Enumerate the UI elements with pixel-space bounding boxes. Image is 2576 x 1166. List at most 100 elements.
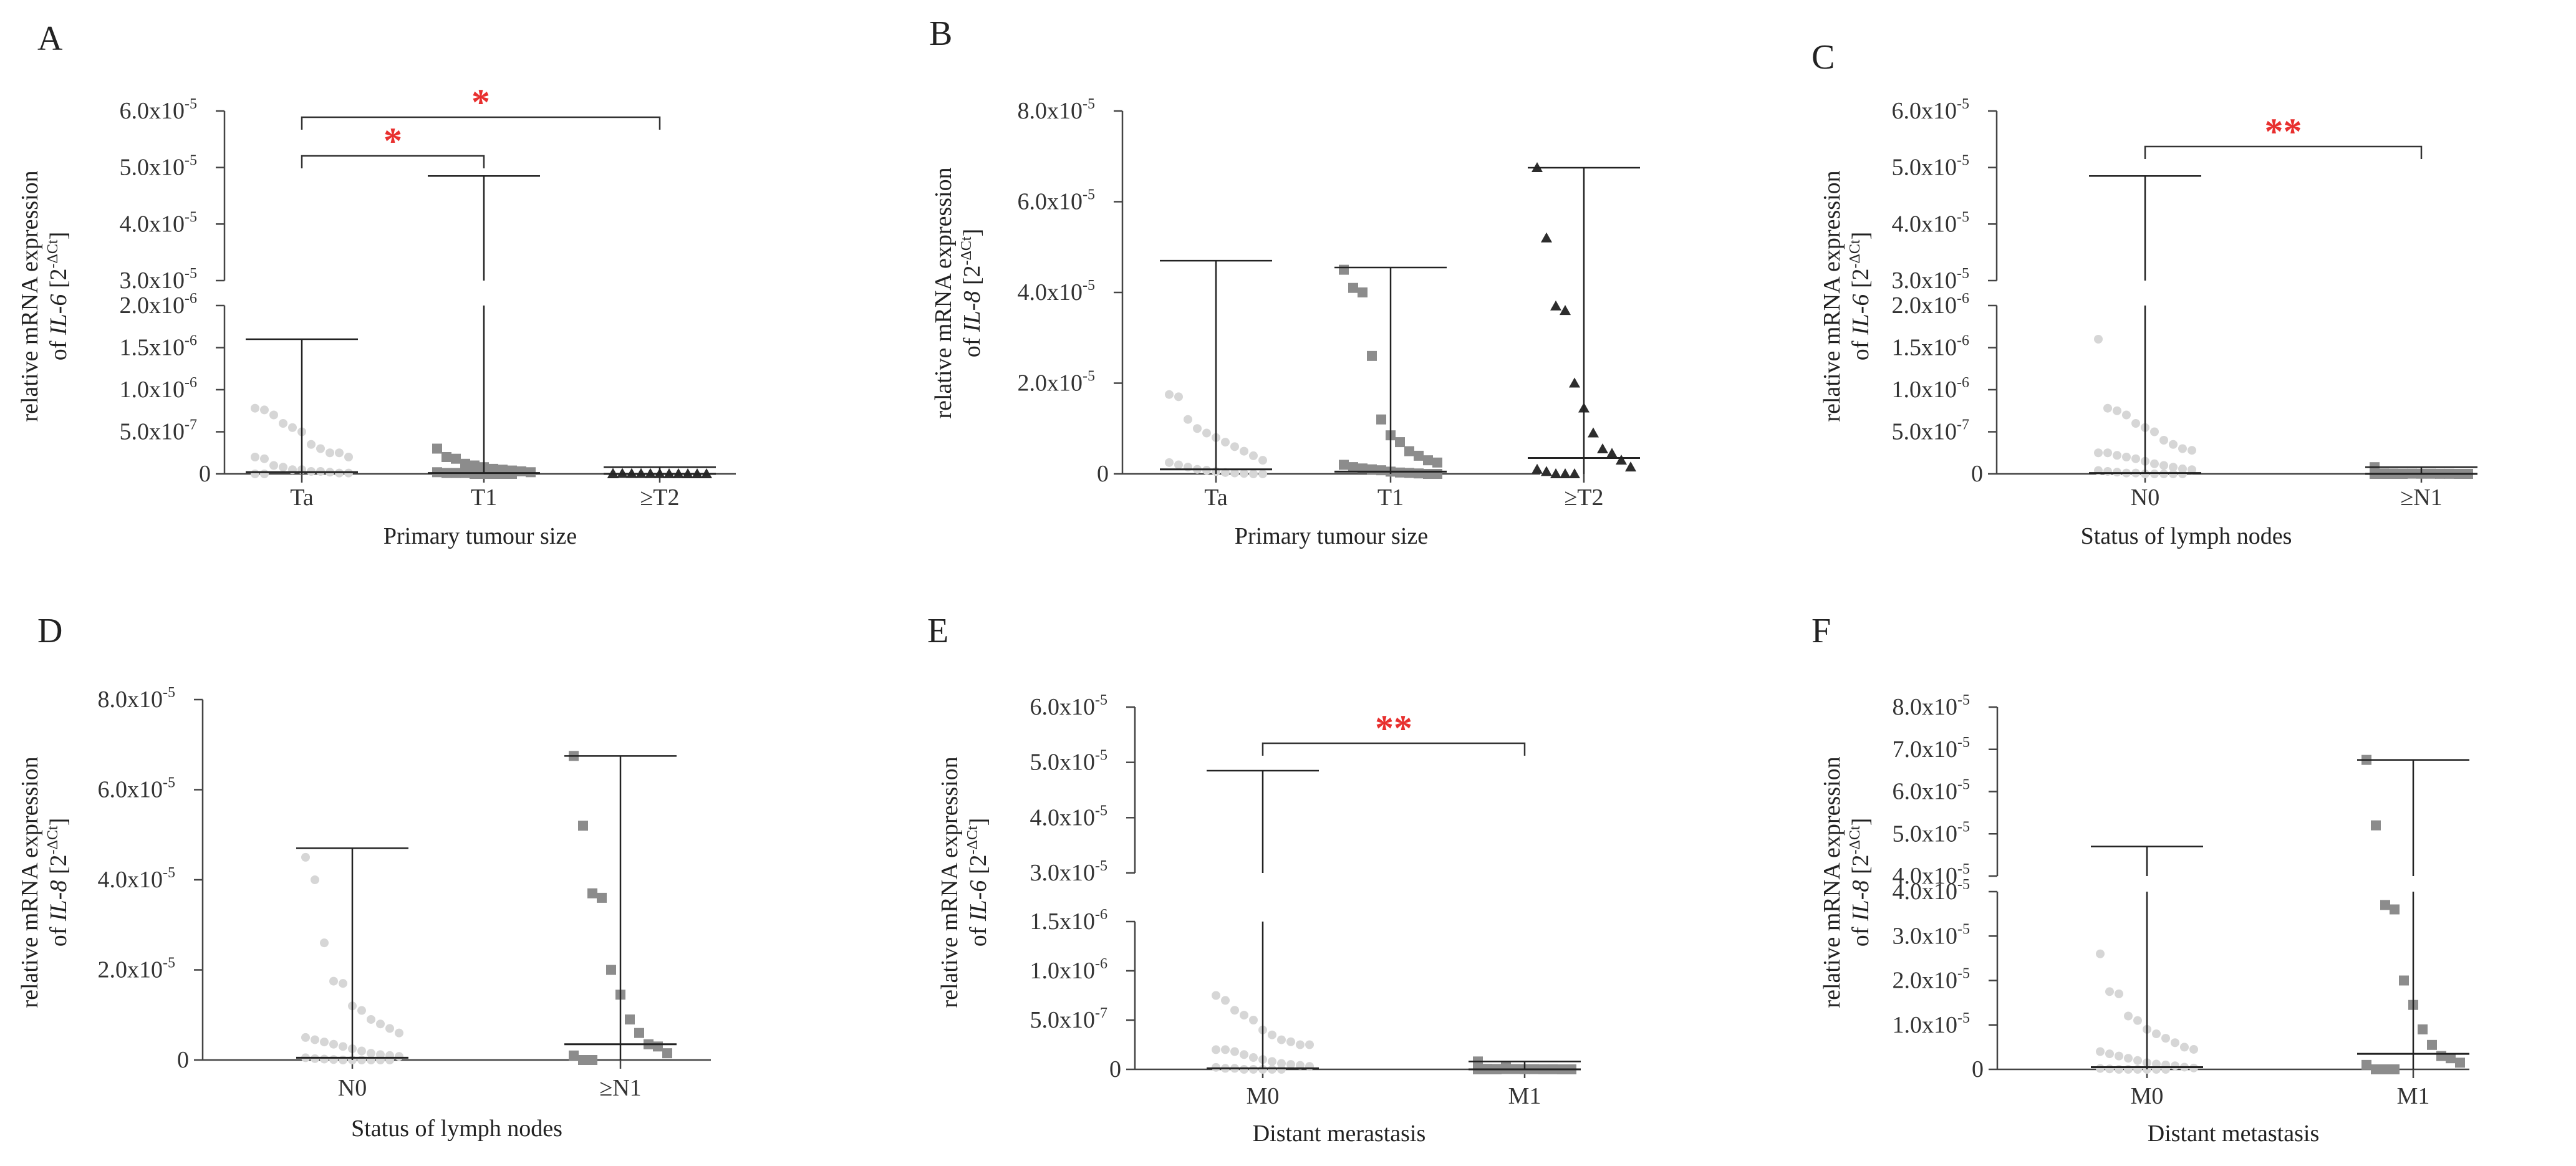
data-point — [2096, 1047, 2105, 1056]
panel-letter: E — [927, 612, 948, 650]
data-point — [260, 405, 269, 415]
y-tick-exponent: -5 — [163, 685, 175, 701]
data-point — [329, 1039, 338, 1049]
bracket-line — [2144, 145, 2423, 159]
data-point — [1404, 468, 1414, 478]
data-point — [251, 403, 259, 413]
data-point — [1588, 427, 1599, 438]
y-tick-label: 5.0x10-7 — [1892, 417, 1970, 445]
ylabel-gene: IL-8 — [46, 880, 72, 922]
data-point — [1569, 377, 1580, 388]
y-axis-label-line2: of IL-6 [2-ΔCt] — [45, 232, 72, 361]
ylabel-exp: -ΔCt — [1847, 239, 1863, 268]
y-tick-label: 6.0x10-5 — [1893, 777, 1971, 805]
y-tick-label: 0 — [1109, 1056, 1121, 1082]
ylabel-close: ] — [46, 232, 72, 240]
data-point — [1212, 991, 1220, 1000]
data-point — [1414, 450, 1424, 461]
data-point — [1230, 1047, 1239, 1056]
data-point — [1286, 1037, 1295, 1046]
data-point — [316, 444, 325, 453]
y-tick-label: 2.0x10-5 — [98, 955, 176, 983]
y-tick-exponent: -5 — [1957, 735, 1970, 751]
y-tick-exponent: -5 — [163, 865, 175, 881]
y-tick-label: 0 — [1097, 461, 1109, 487]
y-tick-exponent: -5 — [185, 209, 197, 225]
data-point — [320, 1054, 329, 1064]
data-point — [625, 1014, 635, 1024]
y-tick-label: 2.0x10-6 — [1892, 291, 1970, 319]
data-point — [1348, 282, 1358, 293]
data-point — [1165, 458, 1174, 467]
data-point — [367, 1014, 375, 1024]
y-tick-exponent: -5 — [1957, 153, 1969, 169]
y-tick-label: 4.0x10-5 — [98, 865, 176, 893]
y-tick-exponent: -5 — [1095, 858, 1107, 874]
y-tick-exponent: -5 — [1957, 1010, 1970, 1026]
group-≥T2: ≥T2 — [1528, 161, 1640, 511]
data-point — [357, 1006, 366, 1015]
data-point — [339, 979, 347, 988]
group-Ta: Ta — [1160, 259, 1272, 511]
ylabel-exp: -ΔCt — [958, 236, 975, 265]
data-point — [1414, 468, 1424, 479]
data-point — [251, 470, 259, 478]
y-tick-exponent: -5 — [1083, 187, 1095, 203]
data-point — [2124, 1011, 2133, 1021]
data-point — [301, 852, 310, 862]
data-point — [367, 1049, 375, 1058]
data-point — [470, 460, 480, 471]
data-point — [344, 453, 353, 461]
data-point — [441, 452, 451, 462]
data-point — [2105, 1049, 2114, 1059]
data-point — [569, 1050, 579, 1061]
data-point — [2455, 1058, 2465, 1068]
data-point — [251, 453, 259, 461]
category-label: Ta — [290, 484, 314, 511]
data-point — [1550, 468, 1561, 478]
data-point — [2399, 975, 2409, 986]
data-point — [1296, 1040, 1305, 1049]
y-axis-label: relative mRNA expression of IL-6 [2-ΔCt] — [17, 170, 72, 422]
data-point — [1258, 456, 1267, 465]
y-tick-label: 5.0x10-5 — [1030, 748, 1108, 776]
data-point — [2361, 1059, 2371, 1070]
data-point — [1174, 392, 1183, 402]
category-label: ≥N1 — [599, 1075, 641, 1101]
y-tick-exponent: -5 — [1095, 692, 1107, 708]
y-tick-label: 1.0x10-5 — [1893, 1010, 1971, 1038]
y-axis-label-line1: relative mRNA expression — [937, 756, 963, 1008]
data-point — [311, 1035, 319, 1044]
category-label: T1 — [1377, 484, 1404, 511]
y-tick-label: 6.0x10-5 — [1018, 187, 1096, 215]
y-tick-exponent: -5 — [1095, 802, 1107, 819]
data-point — [2103, 403, 2112, 413]
data-point — [1240, 1050, 1248, 1059]
ylabel-gene: IL-6 — [965, 880, 991, 922]
significance-bracket: * — [301, 82, 661, 130]
y-axis-label: relative mRNA expression of IL-8 [2-ΔCt] — [17, 756, 72, 1008]
ylabel-prefix: of — [1848, 921, 1874, 947]
panel-letter: C — [1811, 38, 1835, 77]
bracket-line — [301, 116, 661, 130]
data-point — [1212, 1045, 1220, 1054]
ylabel-unit: [2 — [959, 266, 985, 291]
ylabel-unit: [2 — [46, 269, 72, 294]
ylabel-close: ] — [46, 818, 72, 826]
data-point — [2380, 1064, 2390, 1074]
y-tick-label: 5.0x10-5 — [1892, 153, 1970, 181]
data-point — [1348, 462, 1358, 473]
data-point — [1221, 1045, 1230, 1054]
data-point — [1184, 415, 1192, 424]
ylabel-gene: IL-6 — [46, 294, 72, 335]
data-point — [2418, 1024, 2428, 1034]
data-point — [1367, 350, 1377, 361]
y-axis-label: relative mRNA expression of IL-8 [2-ΔCt] — [930, 167, 985, 418]
y-tick-label: 8.0x10-5 — [98, 685, 176, 713]
data-point — [516, 466, 526, 476]
data-point — [1221, 468, 1230, 477]
data-point — [1432, 457, 1442, 468]
data-point — [1597, 443, 1608, 453]
data-point — [2103, 466, 2112, 476]
data-point — [320, 1038, 329, 1047]
